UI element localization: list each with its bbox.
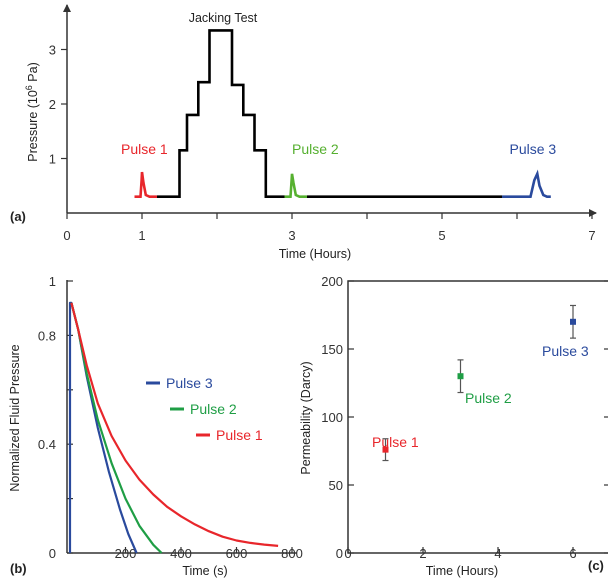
- data-point-pulse-3: [570, 318, 576, 325]
- panel-b-x-label: Time (s): [182, 564, 227, 578]
- legend-label: Pulse 3: [166, 375, 213, 391]
- x-tick-label: 4: [494, 546, 501, 561]
- panel-b-series: [68, 301, 279, 554]
- y-tick-label: 0: [49, 546, 56, 561]
- panel-c-label: (c): [588, 558, 604, 573]
- y-tick-label: 0.8: [38, 328, 56, 343]
- panel-a-annotations: Pulse 1 Pulse 2 Pulse 3: [121, 141, 556, 157]
- y-tick-label: 0: [336, 546, 343, 561]
- panel-a-x-ticks: 0 1 3 5 7: [63, 213, 596, 243]
- data-point-pulse-1: [382, 446, 389, 453]
- panel-b-y-label: Normalized Fluid Pressure: [8, 344, 22, 491]
- panel-a-label: (a): [10, 209, 26, 224]
- panel-a-title: Jacking Test: [189, 11, 258, 25]
- x-tick-label: 7: [588, 228, 595, 243]
- series-line-pulse-2: [284, 173, 307, 198]
- x-tick-label: 600: [226, 546, 248, 561]
- data-point-pulse-2: [457, 373, 464, 380]
- series-line-pulse-1: [70, 302, 279, 547]
- series-line-pulse-2: [70, 302, 163, 554]
- x-tick-label: 2: [419, 546, 426, 561]
- panel-c-y-ticks: 0 50 100 150 200: [321, 274, 608, 561]
- panel-b-label: (b): [10, 561, 27, 576]
- x-tick-label: 0: [63, 228, 70, 243]
- panel-c-x-label: Time (Hours): [426, 564, 498, 578]
- legend-label: Pulse 1: [216, 427, 263, 443]
- panel-a-y-label-part2: Pa): [26, 62, 40, 85]
- panel-b-legend: Pulse 3 Pulse 2 Pulse 1: [146, 375, 263, 443]
- x-tick-label: 1: [138, 228, 145, 243]
- x-tick-label: 3: [288, 228, 295, 243]
- panel-b-x-ticks: 200 400 600 800: [115, 546, 303, 561]
- panel-b-y-ticks: 0 0.4 0.8 1: [38, 274, 73, 561]
- panel-c-annotations: Pulse 1 Pulse 2 Pulse 3: [372, 343, 589, 450]
- legend-label: Pulse 2: [190, 401, 237, 417]
- annotation-label: Pulse 3: [510, 141, 557, 157]
- y-tick-label: 1: [49, 152, 56, 167]
- y-tick-label: 100: [321, 410, 343, 425]
- panel-c-frame: [347, 280, 608, 554]
- series-line-jacking-test: [157, 29, 285, 198]
- annotation-label: Pulse 2: [465, 390, 512, 406]
- series-line-pulse-3: [502, 169, 551, 198]
- annotation-label: Pulse 2: [292, 141, 339, 157]
- panel-a-y-label-superscript: 6: [24, 85, 34, 90]
- panel-a-y-label-part1: Pressure (10: [26, 90, 40, 162]
- x-tick-label: 6: [569, 546, 576, 561]
- y-tick-label: 200: [321, 274, 343, 289]
- annotation-label: Pulse 1: [121, 141, 168, 157]
- annotation-label: Pulse 3: [542, 343, 589, 359]
- series-line-pulse-3: [68, 301, 138, 554]
- x-tick-label: 400: [170, 546, 192, 561]
- y-tick-label: 1: [49, 274, 56, 289]
- panel-a-y-ticks: 1 2 3: [49, 43, 67, 167]
- x-tick-label: 5: [438, 228, 445, 243]
- y-tick-label: 0.4: [38, 437, 56, 452]
- y-tick-label: 50: [329, 478, 343, 493]
- series-line-pulse-1: [134, 171, 157, 198]
- panel-c-y-label: Permeability (Darcy): [299, 361, 313, 474]
- panel-c-points: [382, 304, 576, 462]
- annotation-label: Pulse 1: [372, 434, 419, 450]
- panel-a-y-label: Pressure (106 Pa): [24, 62, 40, 162]
- x-tick-label: 800: [281, 546, 303, 561]
- y-tick-label: 2: [49, 97, 56, 112]
- panel-a-series: [134, 29, 551, 198]
- panel-a-x-label: Time (Hours): [279, 247, 351, 261]
- y-tick-label: 3: [49, 43, 56, 58]
- y-tick-label: 150: [321, 342, 343, 357]
- x-tick-label: 200: [115, 546, 137, 561]
